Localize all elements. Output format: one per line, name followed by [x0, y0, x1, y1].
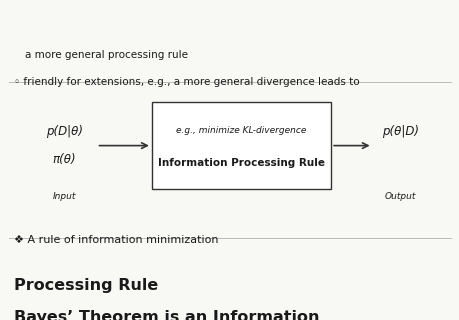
Text: Bayes’ Theorem is an Information: Bayes’ Theorem is an Information: [14, 310, 319, 320]
Text: π(θ): π(θ): [52, 154, 76, 166]
Text: e.g., minimize KL-divergence: e.g., minimize KL-divergence: [176, 125, 306, 134]
Text: Input: Input: [53, 192, 76, 201]
Text: Output: Output: [384, 192, 415, 201]
Text: p(θ|D): p(θ|D): [381, 125, 418, 138]
Text: ◦ friendly for extensions, e.g., a more general divergence leads to: ◦ friendly for extensions, e.g., a more …: [14, 77, 358, 87]
Text: a more general processing rule: a more general processing rule: [25, 50, 188, 60]
Bar: [151, 102, 330, 189]
Text: Information Processing Rule: Information Processing Rule: [157, 158, 325, 168]
Text: p(D|θ): p(D|θ): [46, 125, 83, 138]
Text: Processing Rule: Processing Rule: [14, 278, 158, 293]
Text: ❖ A rule of information minimization: ❖ A rule of information minimization: [14, 235, 218, 245]
